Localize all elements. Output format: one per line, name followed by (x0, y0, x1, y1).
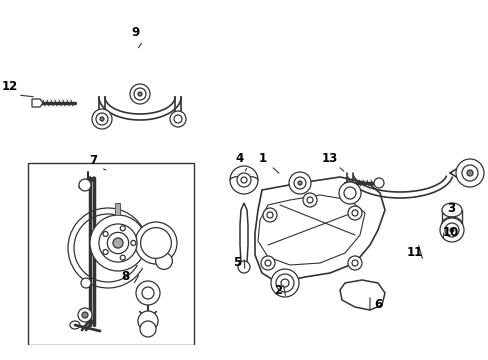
Text: 3: 3 (446, 202, 454, 215)
Text: 11: 11 (406, 247, 422, 260)
Circle shape (170, 111, 185, 127)
Ellipse shape (441, 203, 461, 217)
Circle shape (135, 222, 177, 264)
Circle shape (351, 260, 357, 266)
Text: 7: 7 (89, 153, 97, 166)
Text: 6: 6 (373, 298, 381, 311)
Circle shape (103, 249, 108, 255)
Circle shape (140, 321, 156, 337)
Circle shape (238, 261, 249, 273)
Circle shape (343, 187, 355, 199)
Polygon shape (339, 280, 384, 310)
Circle shape (306, 197, 312, 203)
Circle shape (142, 287, 154, 299)
Circle shape (338, 182, 360, 204)
Circle shape (229, 166, 258, 194)
Circle shape (79, 179, 91, 191)
Text: 9: 9 (131, 27, 139, 40)
Text: 8: 8 (121, 270, 129, 284)
Polygon shape (258, 195, 364, 265)
Circle shape (120, 226, 125, 231)
Circle shape (96, 113, 108, 125)
Circle shape (90, 215, 146, 271)
Circle shape (113, 238, 123, 248)
Circle shape (270, 269, 298, 297)
Circle shape (266, 212, 272, 218)
Text: 4: 4 (235, 152, 244, 165)
Circle shape (303, 193, 316, 207)
Circle shape (100, 117, 104, 121)
Text: 5: 5 (232, 256, 241, 270)
Circle shape (449, 228, 453, 232)
Polygon shape (254, 177, 384, 283)
Circle shape (130, 84, 150, 104)
Circle shape (141, 228, 171, 258)
Circle shape (78, 308, 92, 322)
Circle shape (373, 178, 383, 188)
Circle shape (82, 312, 88, 318)
Circle shape (264, 260, 270, 266)
Circle shape (103, 231, 108, 237)
Circle shape (288, 172, 310, 194)
Circle shape (131, 240, 136, 246)
Text: 12: 12 (2, 81, 18, 94)
Polygon shape (28, 163, 194, 345)
Circle shape (120, 255, 125, 260)
Circle shape (155, 253, 172, 269)
Text: 1: 1 (259, 152, 266, 165)
Circle shape (136, 281, 160, 305)
Circle shape (281, 279, 288, 287)
Circle shape (241, 177, 246, 183)
Text: 10: 10 (442, 226, 458, 239)
Circle shape (439, 218, 463, 242)
Circle shape (174, 115, 182, 123)
Circle shape (92, 109, 112, 129)
Circle shape (263, 208, 276, 222)
Circle shape (99, 224, 137, 262)
Circle shape (138, 92, 142, 96)
Circle shape (351, 210, 357, 216)
Circle shape (237, 173, 250, 187)
Text: 13: 13 (321, 152, 337, 165)
Circle shape (261, 256, 274, 270)
Polygon shape (115, 203, 120, 215)
Text: 2: 2 (273, 284, 282, 297)
Circle shape (461, 165, 477, 181)
Circle shape (293, 177, 305, 189)
Circle shape (347, 256, 361, 270)
Circle shape (466, 170, 472, 176)
Polygon shape (32, 99, 43, 107)
Circle shape (138, 311, 158, 331)
Polygon shape (240, 203, 247, 270)
Circle shape (275, 274, 293, 292)
Circle shape (347, 206, 361, 220)
Circle shape (134, 88, 146, 100)
Circle shape (81, 278, 91, 288)
Circle shape (107, 232, 128, 254)
Circle shape (444, 223, 458, 237)
Circle shape (297, 181, 302, 185)
Circle shape (455, 159, 483, 187)
